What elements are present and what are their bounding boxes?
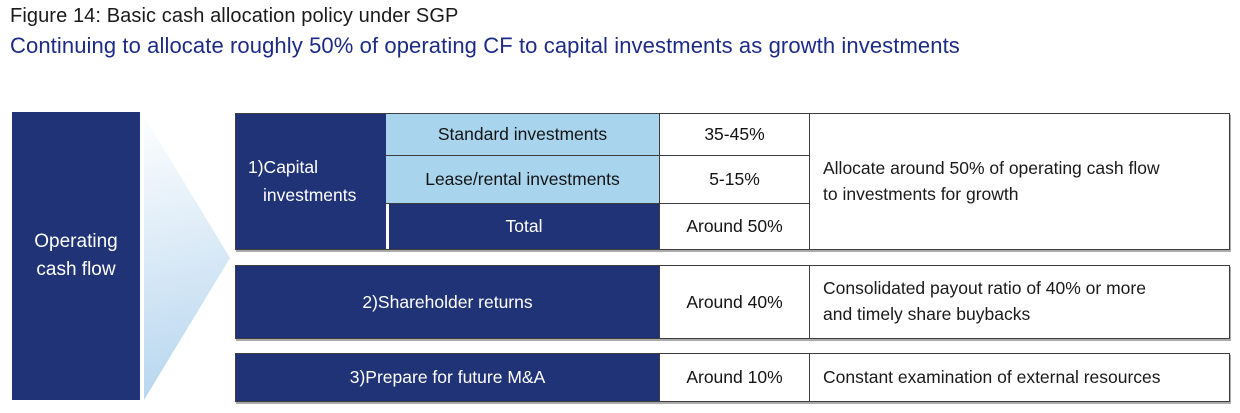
shareholder-returns-description-box: Consolidated payout ratio of 40% or more… bbox=[809, 266, 1229, 338]
shareholder-returns-description: Consolidated payout ratio of 40% or more… bbox=[823, 278, 1146, 324]
total-value: Around 50% bbox=[660, 204, 809, 249]
lease-rental-investments-value: 5-15% bbox=[660, 156, 809, 204]
operating-cash-flow-label: Operating cash flow bbox=[34, 231, 118, 280]
shareholder-returns-cell: 2)Shareholder returns bbox=[236, 266, 659, 338]
capital-percentages-column: 35-45% 5-15% Around 50% bbox=[659, 114, 809, 249]
lease-rental-investments-cell: Lease/rental investments bbox=[386, 156, 659, 204]
standard-investments-value: 35-45% bbox=[660, 114, 809, 156]
capital-investments-description: Allocate around 50% of operating cash fl… bbox=[823, 157, 1160, 204]
future-ma-description: Constant examination of external resourc… bbox=[823, 366, 1161, 387]
right-arrow-icon bbox=[144, 116, 230, 400]
capital-subcategories-column: Standard investments Lease/rental invest… bbox=[386, 114, 659, 249]
capital-investments-block: 1)Capital investments Standard investmen… bbox=[235, 113, 1230, 250]
capital-investments-label: 1)Capital investments bbox=[248, 157, 357, 205]
future-ma-value: Around 10% bbox=[659, 354, 809, 401]
standard-investments-cell: Standard investments bbox=[386, 114, 659, 156]
future-ma-cell: 3)Prepare for future M&A bbox=[236, 354, 659, 401]
shareholder-returns-block: 2)Shareholder returns Around 40% Consoli… bbox=[235, 265, 1230, 339]
shareholder-returns-value: Around 40% bbox=[659, 266, 809, 338]
future-ma-description-box: Constant examination of external resourc… bbox=[809, 354, 1229, 401]
total-cell: Total bbox=[386, 204, 659, 249]
future-ma-block: 3)Prepare for future M&A Around 10% Cons… bbox=[235, 353, 1230, 402]
figure-subtitle: Continuing to allocate roughly 50% of op… bbox=[10, 33, 960, 58]
operating-cash-flow-box: Operating cash flow bbox=[12, 112, 140, 400]
capital-investments-description-box: Allocate around 50% of operating cash fl… bbox=[809, 114, 1229, 249]
capital-investments-cell: 1)Capital investments bbox=[236, 114, 386, 249]
figure-title: Figure 14: Basic cash allocation policy … bbox=[10, 5, 459, 27]
